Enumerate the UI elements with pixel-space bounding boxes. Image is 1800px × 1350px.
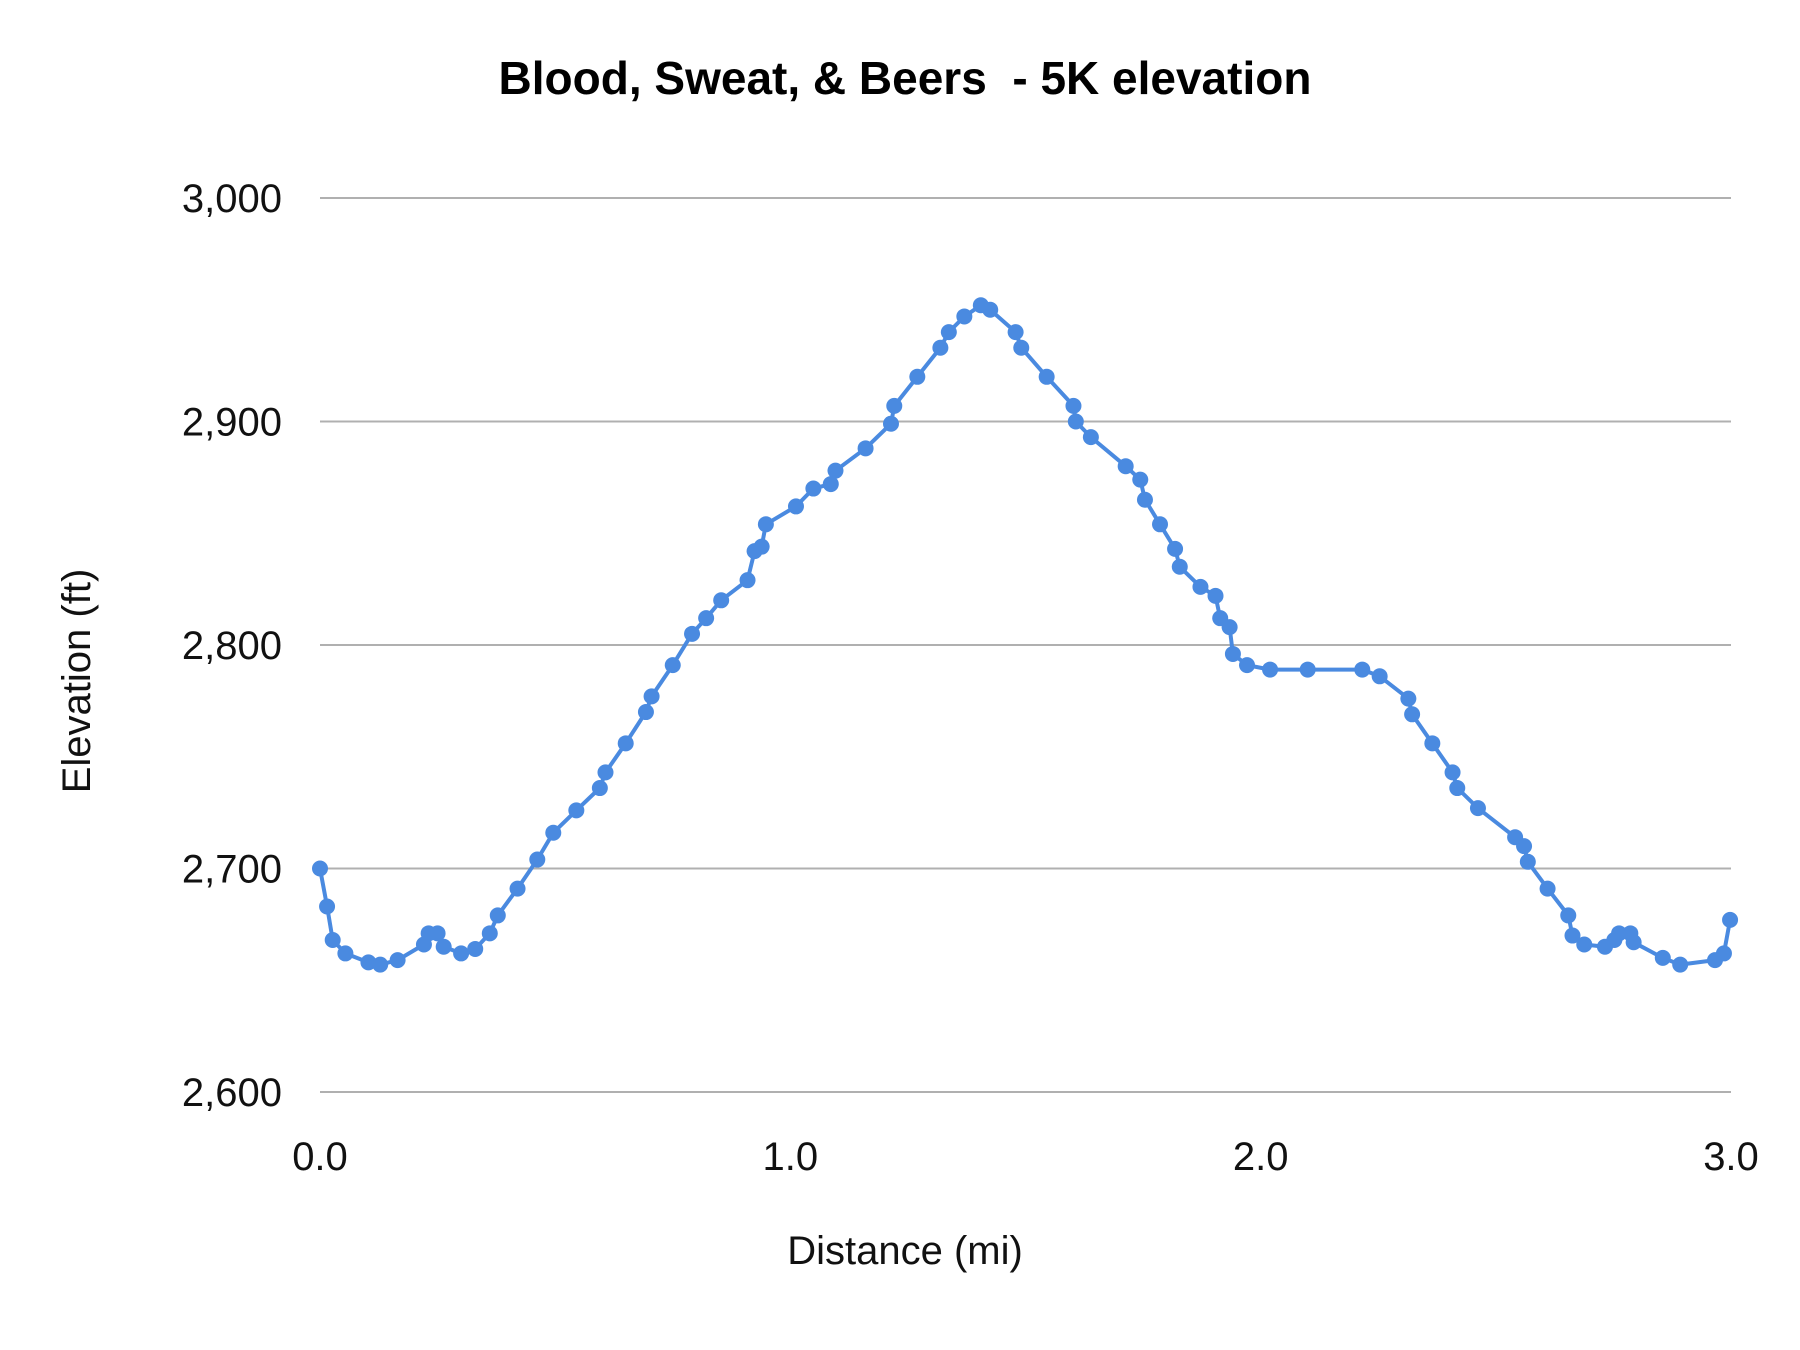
data-point xyxy=(698,610,715,627)
data-point xyxy=(1152,516,1169,533)
x-tick-label: 3.0 xyxy=(1703,1135,1759,1179)
data-point xyxy=(1354,661,1371,678)
data-point xyxy=(1067,413,1084,430)
chart-title: Blood, Sweat, & Beers - 5K elevation xyxy=(499,52,1312,104)
data-point xyxy=(453,945,470,962)
x-tick-label: 1.0 xyxy=(763,1135,819,1179)
data-point xyxy=(1371,668,1388,685)
data-point xyxy=(1132,471,1149,488)
data-point xyxy=(1239,657,1256,674)
data-point xyxy=(337,945,354,962)
data-point xyxy=(545,824,562,841)
series-line xyxy=(318,303,1733,967)
data-point xyxy=(1654,949,1671,966)
data-point xyxy=(568,802,585,819)
y-tick-label: 3,000 xyxy=(182,177,282,221)
data-point xyxy=(1672,956,1689,973)
x-tick-label: 2.0 xyxy=(1233,1135,1289,1179)
data-point xyxy=(1539,880,1556,897)
data-point xyxy=(389,952,406,969)
data-point xyxy=(827,462,844,479)
x-tick-label: 0.0 xyxy=(292,1135,348,1179)
data-point xyxy=(805,480,822,497)
data-point xyxy=(956,308,973,325)
data-point xyxy=(1576,936,1593,953)
data-point xyxy=(529,851,546,868)
data-point xyxy=(664,657,681,674)
data-point xyxy=(1404,706,1421,723)
data-point xyxy=(1065,397,1082,414)
data-point xyxy=(1560,907,1577,924)
data-point xyxy=(1038,368,1055,385)
data-point xyxy=(1117,458,1134,475)
data-point xyxy=(787,498,804,515)
data-point xyxy=(1192,578,1209,595)
data-point xyxy=(591,780,608,797)
y-tick-label: 2,700 xyxy=(182,848,282,892)
data-point xyxy=(1449,780,1466,797)
data-point xyxy=(312,860,328,877)
data-point xyxy=(1207,587,1224,604)
data-point xyxy=(857,440,874,457)
series-elevation xyxy=(312,297,1739,973)
data-point xyxy=(372,956,389,973)
data-point xyxy=(1082,429,1099,446)
data-point xyxy=(684,625,701,642)
data-point xyxy=(1262,661,1279,678)
data-point xyxy=(940,324,957,341)
data-point xyxy=(467,940,484,957)
data-point xyxy=(1224,645,1241,662)
data-point xyxy=(637,704,654,721)
data-point xyxy=(757,516,774,533)
data-point xyxy=(1519,853,1536,870)
data-point xyxy=(1221,619,1238,636)
data-point xyxy=(822,476,839,493)
y-tick-label: 2,800 xyxy=(182,624,282,668)
data-point xyxy=(753,538,770,555)
data-point xyxy=(1625,934,1642,951)
data-point xyxy=(1013,339,1030,356)
data-point xyxy=(882,415,899,432)
data-point xyxy=(319,898,336,915)
data-point xyxy=(1007,324,1024,341)
data-point xyxy=(1564,927,1581,944)
data-point xyxy=(643,688,660,705)
data-point xyxy=(509,880,526,897)
data-point xyxy=(1424,735,1441,752)
data-point xyxy=(1469,800,1486,817)
data-point xyxy=(739,572,756,589)
y-tick-label: 2,900 xyxy=(182,401,282,445)
x-axis-title: Distance (mi) xyxy=(787,1229,1023,1273)
data-point xyxy=(481,925,498,942)
data-point xyxy=(1611,925,1628,942)
data-point xyxy=(1400,690,1417,707)
y-axis-title: Elevation (ft) xyxy=(55,569,99,794)
data-point xyxy=(909,368,926,385)
data-point xyxy=(1171,558,1188,575)
data-point xyxy=(1299,661,1316,678)
data-point xyxy=(1516,838,1533,855)
y-axis-ticks: 2,600 2,700 2,800 2,900 3,000 xyxy=(182,177,282,1115)
data-point xyxy=(617,735,634,752)
data-point xyxy=(597,764,614,781)
data-point xyxy=(886,397,903,414)
data-point xyxy=(324,932,341,949)
data-point xyxy=(489,907,506,924)
data-point xyxy=(1136,491,1153,508)
x-axis-ticks: 0.0 1.0 2.0 3.0 xyxy=(292,1135,1759,1179)
data-point xyxy=(982,301,999,318)
gridlines xyxy=(320,197,1731,1093)
data-point xyxy=(713,592,730,609)
data-point xyxy=(1167,540,1184,557)
data-point xyxy=(1715,945,1732,962)
data-point xyxy=(932,339,949,356)
data-point xyxy=(435,938,452,955)
y-tick-label: 2,600 xyxy=(182,1071,282,1115)
data-point xyxy=(1444,764,1461,781)
data-point xyxy=(1722,911,1739,928)
data-point xyxy=(429,925,446,942)
